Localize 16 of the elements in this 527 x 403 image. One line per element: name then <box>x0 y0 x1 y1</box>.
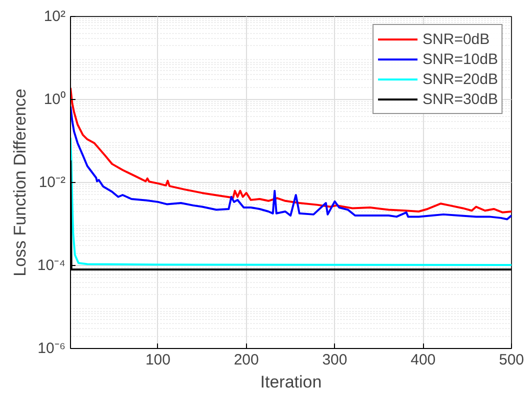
y-axis-title: Loss Function Difference <box>10 88 30 276</box>
legend-label: SNR=30dB <box>422 90 498 108</box>
x-tick-label: 300 <box>322 352 348 368</box>
y-tick-label: 10⁰ <box>44 91 66 108</box>
legend-label: SNR=10dB <box>422 50 498 68</box>
y-tick-label: 10² <box>44 8 66 25</box>
x-tick-label: 200 <box>234 352 259 368</box>
x-tick-label: 500 <box>498 352 524 368</box>
x-axis-title: Iteration <box>260 372 322 392</box>
y-tick-label: 10⁻⁶ <box>38 340 66 357</box>
y-tick-label: 10⁻⁴ <box>37 257 66 274</box>
legend-label: SNR=0dB <box>422 30 490 48</box>
x-tick-label: 100 <box>145 352 171 368</box>
y-tick-label: 10⁻² <box>38 174 66 191</box>
legend-label: SNR=20dB <box>422 70 498 88</box>
x-tick-label: 400 <box>410 352 436 368</box>
